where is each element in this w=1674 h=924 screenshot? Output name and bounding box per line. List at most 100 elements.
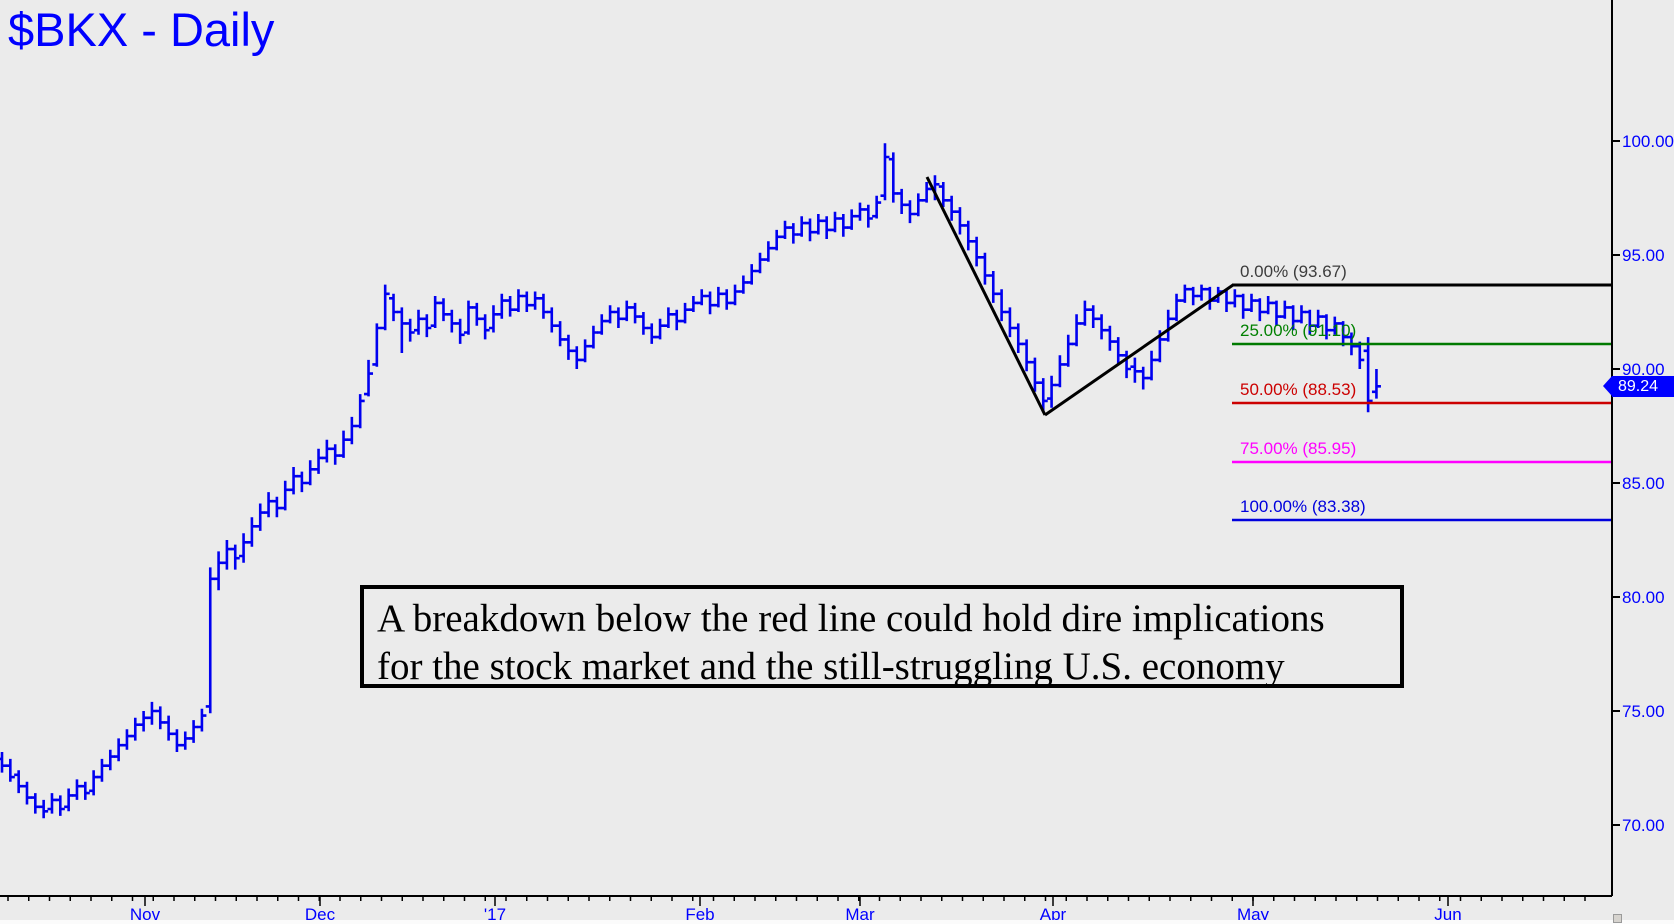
ohlc-bar — [1247, 293, 1256, 312]
ohlc-bar — [80, 781, 90, 800]
ohlc-bar — [239, 533, 249, 563]
ohlc-bar — [555, 321, 565, 347]
ohlc-bar — [1080, 300, 1090, 326]
trend-line — [925, 176, 1047, 416]
ohlc-bar — [797, 216, 807, 237]
ohlc-bar — [780, 220, 790, 239]
ohlc-bar — [1288, 305, 1298, 331]
ohlc-bar — [1038, 378, 1048, 413]
ohlc-bar — [1330, 316, 1340, 335]
ohlc-bar — [222, 540, 232, 570]
ohlc-bar — [580, 339, 590, 363]
y-axis-label: 75.00 — [1622, 702, 1665, 721]
ohlc-bar — [114, 738, 124, 762]
last-price-tag: 89.24 — [1612, 376, 1674, 397]
ohlc-bar — [197, 708, 207, 732]
ohlc-bar — [314, 448, 324, 474]
ohlc-bar — [405, 318, 415, 342]
ohlc-bar — [205, 567, 215, 714]
ohlc-bar — [880, 143, 890, 201]
ohlc-bar — [22, 781, 32, 805]
ohlc-bar — [972, 236, 982, 267]
y-axis-label: 90.00 — [1622, 360, 1665, 379]
ohlc-bar — [772, 229, 782, 251]
ohlc-bar — [472, 302, 482, 326]
ohlc-bar — [1088, 305, 1098, 328]
last-price-tag-arrow — [1603, 376, 1612, 396]
ohlc-bar — [730, 284, 740, 306]
ohlc-bar — [72, 779, 82, 800]
ohlc-bar — [5, 758, 15, 782]
ohlc-bar — [297, 471, 307, 493]
ohlc-bar — [897, 188, 907, 214]
x-axis-month-label: Jun — [1434, 905, 1461, 924]
ohlc-bar — [1271, 300, 1281, 326]
annotation-line-1: A breakdown below the red line could hol… — [377, 597, 1325, 640]
ohlc-bar — [1113, 337, 1123, 365]
ohlc-bar — [855, 202, 865, 221]
ohlc-bar — [1097, 314, 1107, 340]
ohlc-bar — [39, 799, 49, 819]
ohlc-bar — [872, 195, 882, 219]
ohlc-bar — [230, 544, 240, 570]
ohlc-bar — [947, 195, 957, 221]
ohlc-bar — [414, 309, 423, 335]
fib-label: 0.00% (93.67) — [1240, 262, 1347, 281]
ohlc-bar — [1230, 289, 1240, 308]
ohlc-bar — [272, 496, 282, 518]
fib-label: 25.00% (91.10) — [1240, 321, 1356, 340]
ohlc-bar — [763, 241, 773, 262]
x-axis-month-label: Nov — [130, 905, 161, 924]
ohlc-bar — [1072, 314, 1082, 347]
x-axis-month-label: Dec — [305, 905, 336, 924]
ohlc-bar — [280, 480, 290, 511]
ohlc-bar — [105, 749, 115, 771]
ohlc-bar — [655, 318, 665, 340]
ohlc-bar — [397, 307, 407, 353]
x-axis-month-label: Feb — [685, 905, 714, 924]
ohlc-bar — [1313, 309, 1323, 328]
ohlc-bar — [638, 312, 648, 335]
annotation-text-box: A breakdown below the red line could hol… — [360, 585, 1404, 688]
ohlc-bar — [189, 720, 199, 743]
ohlc-bar — [55, 795, 65, 816]
ohlc-bar — [822, 216, 832, 239]
y-axis-label: 95.00 — [1622, 246, 1665, 265]
ohlc-bar — [980, 252, 990, 285]
ohlc-bar — [1355, 341, 1365, 369]
ohlc-bar — [164, 715, 174, 741]
x-axis-month-label: Mar — [845, 905, 875, 924]
ohlc-bar — [1371, 369, 1381, 399]
ohlc-bar — [322, 439, 332, 463]
ohlc-bar — [530, 291, 540, 310]
ohlc-bar — [1255, 298, 1265, 322]
ohlc-bar — [1363, 337, 1373, 413]
ohlc-bar — [497, 293, 507, 319]
ohlc-bar — [663, 307, 673, 328]
ohlc-bar — [1030, 357, 1040, 392]
ohlc-bar — [597, 314, 607, 335]
ohlc-bar — [1163, 309, 1173, 342]
scroll-corner-grip[interactable] — [1613, 914, 1622, 923]
ohlc-bar — [963, 220, 973, 251]
ohlc-bar — [538, 293, 548, 319]
ohlc-bar — [1305, 309, 1315, 335]
y-axis-label: 80.00 — [1622, 588, 1665, 607]
ohlc-bar — [688, 296, 698, 312]
ohlc-bar — [438, 298, 448, 322]
ohlc-bar — [622, 300, 632, 322]
ohlc-bar — [805, 218, 815, 242]
ohlc-bar — [355, 394, 365, 429]
ohlc-bar — [955, 207, 965, 235]
ohlc-bar — [30, 793, 40, 814]
ohlc-bar — [289, 467, 299, 495]
fib-label: 100.00% (83.38) — [1240, 497, 1366, 516]
ohlc-bar — [1321, 314, 1331, 340]
ohlc-bar — [389, 293, 399, 322]
ohlc-bar — [430, 296, 440, 328]
ohlc-bar — [463, 300, 473, 335]
annotation-line-2: for the stock market and the still-strug… — [377, 645, 1285, 688]
ohlc-bar — [888, 152, 898, 203]
ohlc-bar — [1013, 323, 1023, 353]
